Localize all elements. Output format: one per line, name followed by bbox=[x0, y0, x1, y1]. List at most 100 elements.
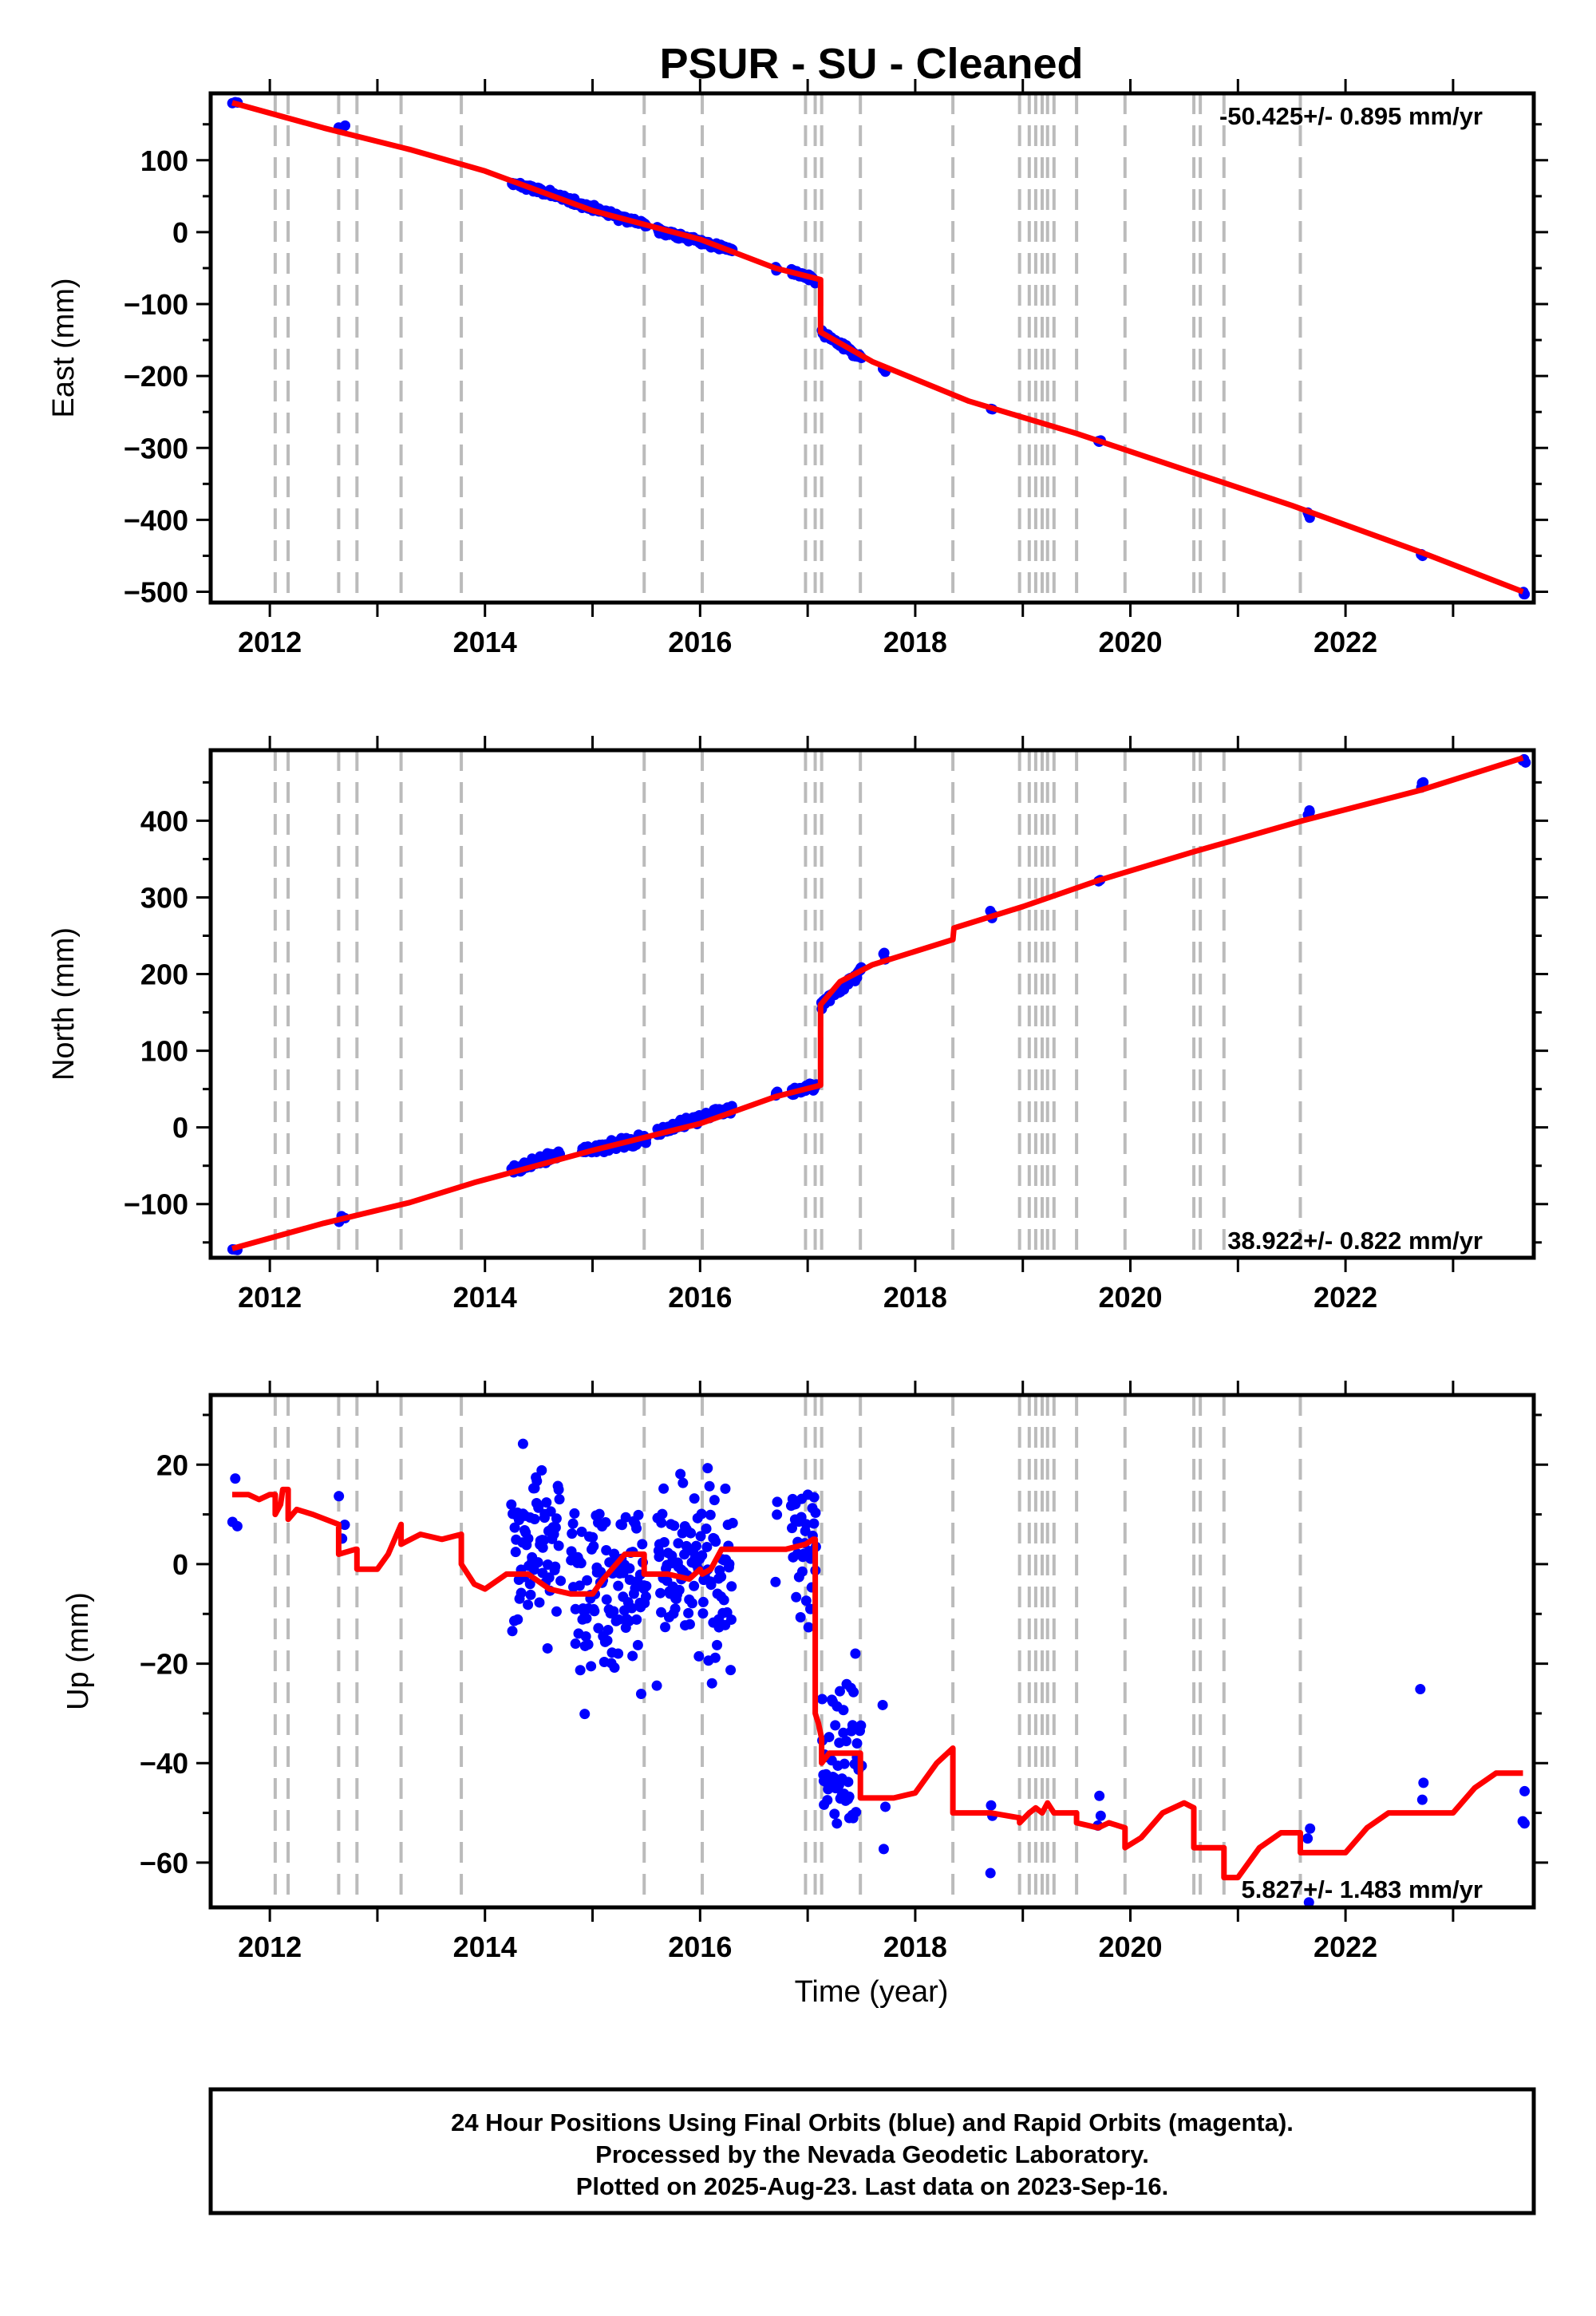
up-point-215 bbox=[669, 1520, 680, 1531]
east-x-tick-label-5: 2022 bbox=[1314, 626, 1377, 658]
up-point-98 bbox=[579, 1709, 591, 1720]
up-point-269 bbox=[705, 1509, 716, 1520]
up-point-81 bbox=[567, 1518, 579, 1529]
up-point-276 bbox=[709, 1652, 721, 1663]
x-axis-label: Time (year) bbox=[795, 1975, 949, 2009]
up-x-tick-label-1: 2014 bbox=[453, 1931, 517, 1963]
up-x-tick-label-2: 2016 bbox=[668, 1931, 732, 1963]
east-model-line bbox=[231, 100, 1524, 595]
east-x-tick-label-3: 2018 bbox=[883, 626, 947, 658]
up-point-409 bbox=[1095, 1810, 1106, 1821]
east-x-tick-label-1: 2014 bbox=[453, 626, 517, 658]
up-point-76 bbox=[554, 1494, 565, 1505]
up-point-129 bbox=[600, 1517, 611, 1528]
up-point-413 bbox=[1415, 1684, 1426, 1695]
north-y-axis-label: North (mm) bbox=[47, 927, 81, 1081]
up-point-92 bbox=[575, 1665, 586, 1676]
up-point-29 bbox=[523, 1599, 534, 1611]
north-model-line bbox=[231, 755, 1524, 1251]
up-point-183 bbox=[637, 1539, 648, 1550]
up-point-263 bbox=[701, 1541, 713, 1552]
up-point-374 bbox=[838, 1705, 849, 1716]
up-point-230 bbox=[679, 1549, 690, 1560]
north-point-399 bbox=[1418, 777, 1429, 788]
north-frame bbox=[208, 748, 1536, 1260]
up-point-6 bbox=[506, 1499, 517, 1510]
up-point-70 bbox=[550, 1522, 561, 1533]
up-point-342 bbox=[816, 1694, 828, 1705]
up-point-22 bbox=[517, 1438, 528, 1449]
north-y-tick-label-2: 100 bbox=[140, 1035, 188, 1068]
north-x-tick-label-1: 2014 bbox=[453, 1281, 517, 1314]
up-point-267 bbox=[704, 1480, 715, 1492]
up-point-121 bbox=[595, 1567, 606, 1578]
up-point-142 bbox=[609, 1662, 620, 1674]
up-point-415 bbox=[1418, 1777, 1429, 1788]
north-x-tick-label-3: 2018 bbox=[883, 1281, 947, 1314]
east-y-tick-label-6: 100 bbox=[140, 144, 188, 177]
up-point-190 bbox=[651, 1680, 662, 1691]
up-y-ticks: −60 −40 −20 0 20 bbox=[140, 1413, 1548, 1879]
up-point-188 bbox=[640, 1591, 651, 1603]
up-point-100 bbox=[580, 1630, 591, 1642]
up-point-362 bbox=[830, 1720, 841, 1731]
up-point-216 bbox=[670, 1603, 681, 1614]
up-point-252 bbox=[693, 1650, 705, 1662]
up-point-140 bbox=[608, 1606, 619, 1617]
up-point-303 bbox=[772, 1509, 783, 1520]
up-point-373 bbox=[838, 1727, 849, 1738]
up-point-256 bbox=[697, 1550, 708, 1561]
up-point-168 bbox=[627, 1650, 638, 1662]
up-point-119 bbox=[593, 1622, 604, 1634]
up-point-289 bbox=[718, 1595, 729, 1606]
east-y-tick-label-5: 0 bbox=[172, 216, 188, 249]
up-point-338 bbox=[808, 1492, 820, 1503]
up-point-306 bbox=[787, 1523, 797, 1534]
up-point-255 bbox=[696, 1508, 707, 1520]
up-point-193 bbox=[654, 1551, 665, 1563]
up-x-tick-label-4: 2020 bbox=[1098, 1931, 1162, 1963]
up-point-360 bbox=[829, 1808, 840, 1820]
up-point-337 bbox=[808, 1518, 820, 1529]
up-point-133 bbox=[602, 1624, 614, 1635]
east-event-lines bbox=[273, 93, 1302, 603]
east-y-axis-label: East (mm) bbox=[47, 278, 81, 417]
up-point-389 bbox=[848, 1686, 859, 1697]
up-point-418 bbox=[1519, 1785, 1531, 1796]
up-point-247 bbox=[690, 1540, 701, 1551]
up-event-lines bbox=[273, 1395, 1302, 1907]
footer-line-1: 24 Hour Positions Using Final Orbits (bl… bbox=[451, 2109, 1294, 2136]
north-y-tick-label-0: −100 bbox=[124, 1188, 188, 1221]
up-point-40 bbox=[529, 1514, 540, 1525]
up-point-149 bbox=[613, 1614, 624, 1625]
up-x-tick-label-0: 2012 bbox=[238, 1931, 302, 1963]
up-point-300 bbox=[725, 1614, 737, 1625]
up-rate-label: 5.827+/- 1.483 mm/yr bbox=[1242, 1875, 1483, 1903]
up-point-265 bbox=[702, 1463, 713, 1474]
up-point-77 bbox=[555, 1575, 567, 1587]
up-point-182 bbox=[635, 1688, 646, 1699]
up-point-15 bbox=[512, 1614, 523, 1625]
up-point-298 bbox=[725, 1665, 737, 1676]
up-point-83 bbox=[569, 1508, 580, 1519]
up-y-tick-label-4: 20 bbox=[156, 1448, 188, 1481]
up-point-392 bbox=[851, 1807, 862, 1818]
up-point-32 bbox=[524, 1579, 535, 1590]
up-panel: 2012 2014 2016 2018 2020 2022 −60 −40 −20 0 20 Up (… bbox=[61, 1381, 1548, 1963]
up-point-297 bbox=[724, 1559, 735, 1570]
up-point-402 bbox=[878, 1844, 889, 1855]
up-point-113 bbox=[589, 1606, 600, 1617]
east-panel: 2012 2014 2016 2018 2020 2022 −500 −400 −300 −200… bbox=[47, 79, 1548, 658]
north-rate-label: 38.922+/- 0.822 mm/yr bbox=[1227, 1227, 1483, 1255]
up-point-148 bbox=[613, 1580, 624, 1591]
up-point-10 bbox=[509, 1522, 520, 1533]
up-point-63 bbox=[545, 1506, 556, 1517]
up-point-75 bbox=[553, 1540, 564, 1551]
up-point-93 bbox=[575, 1558, 587, 1569]
north-y-tick-label-5: 400 bbox=[140, 804, 188, 837]
up-point-244 bbox=[689, 1580, 700, 1591]
east-y-tick-label-3: −200 bbox=[124, 360, 188, 393]
up-point-178 bbox=[633, 1509, 644, 1520]
up-point-290 bbox=[720, 1483, 731, 1494]
up-point-101 bbox=[581, 1613, 592, 1624]
